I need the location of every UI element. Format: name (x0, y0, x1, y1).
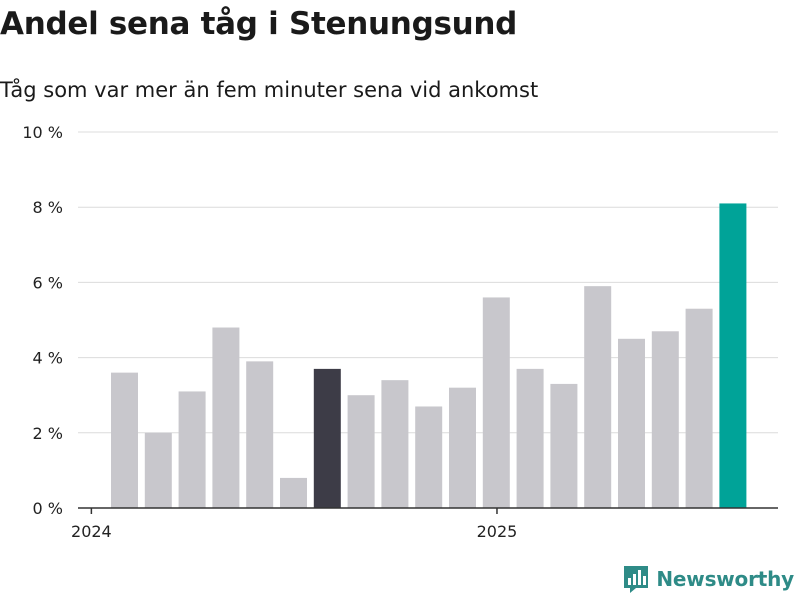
y-tick-label: 8 % (33, 198, 63, 217)
x-tick-label: 2025 (477, 522, 518, 541)
bar (482, 297, 510, 508)
bar (212, 327, 240, 508)
bar (719, 203, 747, 508)
y-tick-label: 0 % (33, 499, 63, 518)
bar (381, 380, 409, 508)
bar-chart-speech-bubble-icon (624, 566, 649, 593)
bar (111, 372, 138, 508)
y-tick-label: 4 % (33, 349, 63, 368)
chart-title: Andel sena tåg i Stenungsund (0, 6, 518, 42)
bars (111, 203, 747, 508)
y-axis-tick-labels: 0 % 2 % 4 % 6 % 8 % 10 % (22, 123, 63, 518)
bar (584, 286, 612, 508)
bar (550, 383, 578, 508)
x-tick-label: 2024 (71, 522, 112, 541)
bar (685, 308, 713, 508)
bar (618, 338, 645, 508)
bar (178, 391, 206, 508)
brand-logo: Newsworthy (622, 564, 794, 594)
bar (651, 331, 679, 508)
bar (313, 368, 341, 508)
x-axis: 2024 2025 (71, 507, 778, 541)
bar (280, 477, 307, 508)
brand-name: Newsworthy (656, 567, 794, 591)
chart-subtitle: Tåg som var mer än fem minuter sena vid … (0, 78, 539, 102)
y-tick-label: 6 % (33, 273, 63, 292)
bar (246, 361, 274, 508)
y-tick-label: 2 % (33, 424, 63, 443)
bar (347, 395, 375, 508)
bar (449, 387, 476, 508)
bar (516, 368, 544, 508)
y-tick-label: 10 % (22, 123, 63, 142)
bar (144, 432, 172, 508)
bar (415, 406, 443, 508)
